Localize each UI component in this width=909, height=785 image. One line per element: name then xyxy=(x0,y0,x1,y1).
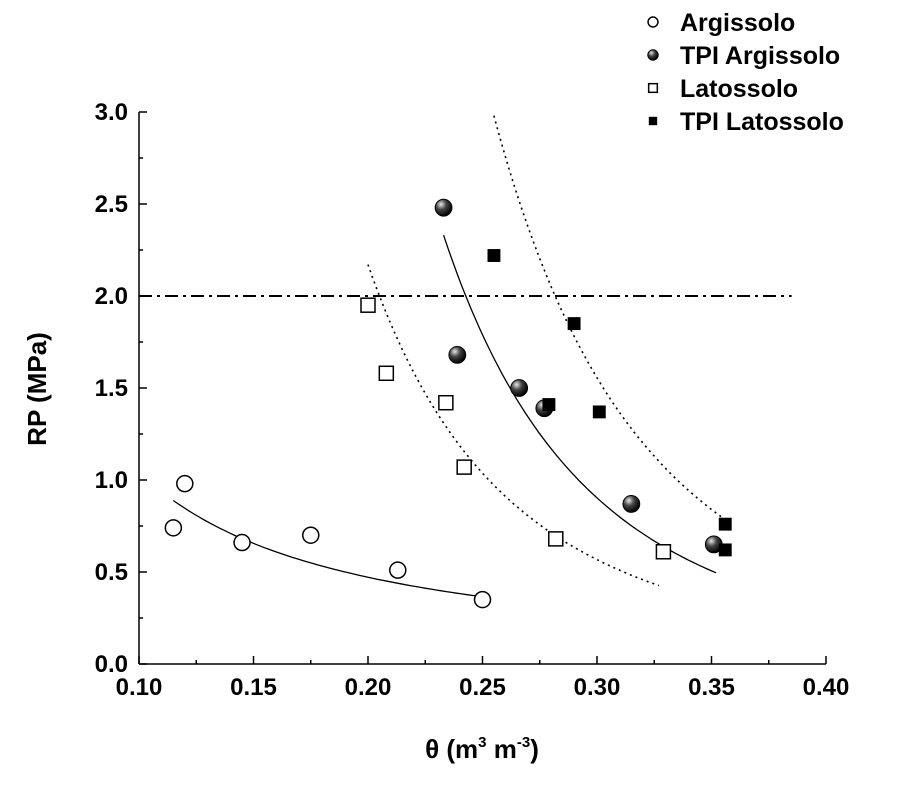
y-tick-label: 0.0 xyxy=(95,651,128,678)
x-tick-label: 0.35 xyxy=(688,674,735,701)
x-axis-title-main: θ (m xyxy=(425,734,478,764)
x-axis-title-mid: m xyxy=(487,734,517,764)
data-point xyxy=(592,405,606,419)
data-point xyxy=(542,398,556,412)
data-point xyxy=(434,198,453,217)
x-axis-title: θ (m3 m-3) xyxy=(425,734,539,764)
x-tick-label: 0.10 xyxy=(116,674,163,701)
y-tick-label: 0.5 xyxy=(95,559,128,586)
data-point xyxy=(567,317,581,331)
fit-curve xyxy=(493,115,728,522)
data-point xyxy=(718,543,732,557)
y-axis-title: RP (MPa) xyxy=(22,332,52,446)
x-tick-label: 0.25 xyxy=(459,674,506,701)
y-tick-label: 1.5 xyxy=(95,375,128,402)
data-point xyxy=(647,49,659,61)
x-axis-title-end: ) xyxy=(530,734,539,764)
legend-label: TPI Latossolo xyxy=(680,108,844,136)
data-point xyxy=(164,519,183,537)
data-point xyxy=(622,495,641,513)
y-tick-label: 1.0 xyxy=(95,467,128,494)
data-point xyxy=(176,474,194,493)
y-tick-label: 2.0 xyxy=(95,283,128,310)
data-point xyxy=(302,526,320,544)
x-tick-label: 0.40 xyxy=(803,674,850,701)
x-axis-title-sup2: -3 xyxy=(517,734,530,751)
fit-curve xyxy=(172,499,483,598)
legend: Argissolo TPI Argissolo Latossolo TPI Latos… xyxy=(647,9,844,136)
plot-area: 0.10 0.15 0.20 0.25 0.30 0.35 0.40 0.0 0.5 1.0 1.5… xyxy=(95,99,850,701)
data-point xyxy=(233,533,251,552)
data-point xyxy=(647,82,659,94)
x-axis-title-sup1: 3 xyxy=(478,734,486,751)
data-point xyxy=(473,590,492,609)
data-point xyxy=(647,16,659,28)
data-point xyxy=(718,517,732,531)
x-tick-label: 0.15 xyxy=(230,674,277,701)
data-point xyxy=(510,379,529,397)
data-point xyxy=(655,544,672,560)
legend-label: Argissolo xyxy=(680,9,795,37)
data-point xyxy=(456,459,472,475)
legend-label: TPI Argissolo xyxy=(680,42,840,70)
fit-curve xyxy=(367,264,660,587)
data-point xyxy=(548,531,564,547)
data-point xyxy=(448,345,467,364)
data-point xyxy=(487,249,501,262)
y-tick-label: 3.0 xyxy=(95,99,128,126)
data-point xyxy=(378,365,395,382)
fit-curve xyxy=(442,234,717,574)
x-tick-label: 0.30 xyxy=(574,674,621,701)
data-point xyxy=(360,297,376,313)
data-point xyxy=(648,116,658,126)
y-tick-label: 2.5 xyxy=(95,191,128,218)
legend-label: Latossolo xyxy=(680,75,798,103)
data-point xyxy=(389,561,407,579)
x-tick-label: 0.20 xyxy=(345,674,392,701)
data-point xyxy=(438,394,454,411)
